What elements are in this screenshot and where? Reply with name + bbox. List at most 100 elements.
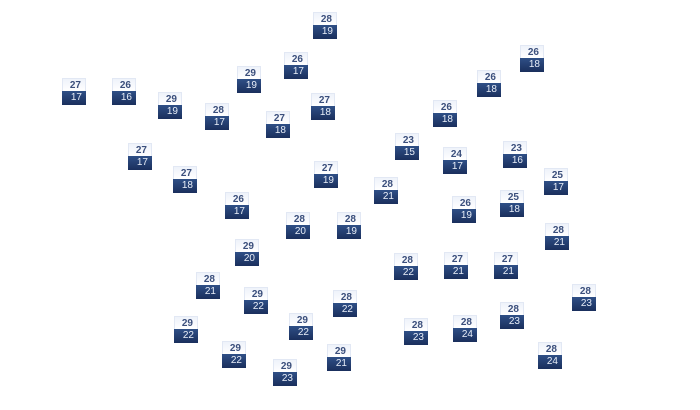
station-temperature-marker[interactable]: 27 17	[128, 143, 152, 171]
high-temperature: 29	[237, 66, 261, 79]
station-temperature-marker[interactable]: 26 16	[112, 78, 136, 106]
station-temperature-marker[interactable]: 24 17	[443, 147, 467, 175]
station-temperature-marker[interactable]: 29 19	[158, 92, 182, 120]
low-temperature: 19	[313, 25, 337, 39]
high-temperature: 28	[404, 318, 428, 331]
high-temperature: 27	[444, 252, 468, 265]
high-temperature: 26	[112, 78, 136, 91]
high-temperature: 29	[244, 287, 268, 300]
low-temperature: 22	[174, 329, 198, 343]
high-temperature: 28	[337, 212, 361, 225]
station-temperature-marker[interactable]: 27 21	[494, 252, 518, 280]
station-temperature-marker[interactable]: 27 17	[62, 78, 86, 106]
high-temperature: 29	[327, 344, 351, 357]
station-temperature-marker[interactable]: 28 24	[538, 342, 562, 370]
station-temperature-marker[interactable]: 28 21	[374, 177, 398, 205]
low-temperature: 21	[444, 265, 468, 279]
low-temperature: 21	[374, 190, 398, 204]
high-temperature: 28	[545, 223, 569, 236]
station-temperature-marker[interactable]: 28 20	[286, 212, 310, 240]
high-temperature: 23	[503, 141, 527, 154]
station-temperature-marker[interactable]: 27 18	[173, 166, 197, 194]
high-temperature: 27	[266, 111, 290, 124]
high-temperature: 26	[477, 70, 501, 83]
high-temperature: 28	[453, 315, 477, 328]
low-temperature: 18	[311, 106, 335, 120]
low-temperature: 16	[112, 91, 136, 105]
high-temperature: 27	[62, 78, 86, 91]
station-temperature-marker[interactable]: 28 21	[545, 223, 569, 251]
high-temperature: 25	[500, 190, 524, 203]
low-temperature: 21	[327, 357, 351, 371]
low-temperature: 23	[404, 331, 428, 345]
station-temperature-marker[interactable]: 29 22	[174, 316, 198, 344]
station-temperature-marker[interactable]: 29 23	[273, 359, 297, 387]
station-temperature-marker[interactable]: 23 16	[503, 141, 527, 169]
low-temperature: 19	[452, 209, 476, 223]
station-temperature-marker[interactable]: 25 18	[500, 190, 524, 218]
high-temperature: 27	[128, 143, 152, 156]
station-temperature-marker[interactable]: 28 22	[394, 253, 418, 281]
high-temperature: 27	[173, 166, 197, 179]
station-temperature-marker[interactable]: 26 18	[477, 70, 501, 98]
station-temperature-marker[interactable]: 29 21	[327, 344, 351, 372]
station-temperature-marker[interactable]: 28 23	[404, 318, 428, 346]
station-temperature-marker[interactable]: 28 21	[196, 272, 220, 300]
station-temperature-marker[interactable]: 26 18	[520, 45, 544, 73]
high-temperature: 28	[374, 177, 398, 190]
station-temperature-marker[interactable]: 27 18	[311, 93, 335, 121]
low-temperature: 18	[173, 179, 197, 193]
low-temperature: 17	[128, 156, 152, 170]
high-temperature: 26	[225, 192, 249, 205]
station-temperature-marker[interactable]: 28 24	[453, 315, 477, 343]
low-temperature: 15	[395, 146, 419, 160]
station-temperature-marker[interactable]: 29 19	[237, 66, 261, 94]
station-temperature-marker[interactable]: 27 18	[266, 111, 290, 139]
low-temperature: 18	[520, 58, 544, 72]
station-temperature-marker[interactable]: 27 21	[444, 252, 468, 280]
high-temperature: 24	[443, 147, 467, 160]
station-temperature-marker[interactable]: 26 17	[284, 52, 308, 80]
high-temperature: 28	[205, 103, 229, 116]
station-temperature-marker[interactable]: 29 22	[289, 313, 313, 341]
station-temperature-marker[interactable]: 25 17	[544, 168, 568, 196]
station-temperature-marker[interactable]: 28 19	[313, 12, 337, 40]
low-temperature: 22	[394, 266, 418, 280]
low-temperature: 21	[196, 285, 220, 299]
low-temperature: 19	[237, 79, 261, 93]
low-temperature: 18	[477, 83, 501, 97]
high-temperature: 27	[314, 161, 338, 174]
station-temperature-marker[interactable]: 29 22	[222, 341, 246, 369]
station-temperature-marker[interactable]: 26 18	[433, 100, 457, 128]
low-temperature: 22	[244, 300, 268, 314]
station-temperature-marker[interactable]: 28 22	[333, 290, 357, 318]
station-temperature-marker[interactable]: 28 17	[205, 103, 229, 131]
station-temperature-marker[interactable]: 26 17	[225, 192, 249, 220]
low-temperature: 21	[545, 236, 569, 250]
station-temperature-marker[interactable]: 28 23	[500, 302, 524, 330]
high-temperature: 28	[333, 290, 357, 303]
station-temperature-marker[interactable]: 26 19	[452, 196, 476, 224]
low-temperature: 16	[503, 154, 527, 168]
high-temperature: 27	[494, 252, 518, 265]
station-temperature-marker[interactable]: 27 19	[314, 161, 338, 189]
high-temperature: 28	[572, 284, 596, 297]
station-temperature-marker[interactable]: 28 23	[572, 284, 596, 312]
low-temperature: 17	[284, 65, 308, 79]
high-temperature: 29	[235, 239, 259, 252]
station-temperature-marker[interactable]: 23 15	[395, 133, 419, 161]
station-temperature-marker[interactable]: 29 20	[235, 239, 259, 267]
low-temperature: 17	[62, 91, 86, 105]
high-temperature: 28	[286, 212, 310, 225]
station-temperature-marker[interactable]: 29 22	[244, 287, 268, 315]
station-temperature-marker[interactable]: 28 19	[337, 212, 361, 240]
low-temperature: 19	[337, 225, 361, 239]
high-temperature: 29	[158, 92, 182, 105]
high-temperature: 29	[222, 341, 246, 354]
low-temperature: 21	[494, 265, 518, 279]
low-temperature: 19	[314, 174, 338, 188]
low-temperature: 17	[205, 116, 229, 130]
low-temperature: 23	[572, 297, 596, 311]
high-temperature: 28	[394, 253, 418, 266]
high-temperature: 28	[500, 302, 524, 315]
